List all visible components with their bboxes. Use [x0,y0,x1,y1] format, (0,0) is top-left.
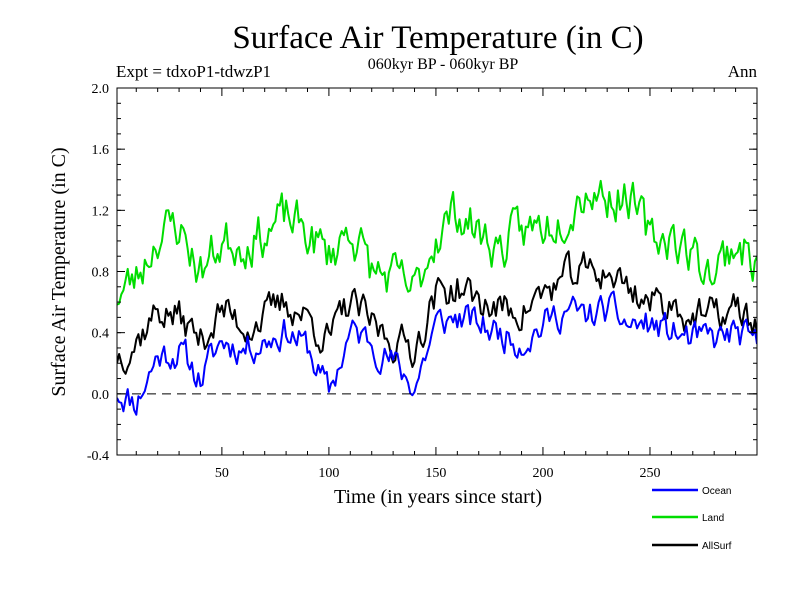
y-tick-label: 0.0 [92,388,110,403]
period-label: Ann [728,62,758,81]
series-line-land [117,179,757,306]
series-line-allsurf [117,250,757,375]
legend: Ocean Land AllSurf [652,486,732,552]
legend-label-ocean: Ocean [702,486,731,497]
y-tick-label: 1.6 [92,143,110,158]
x-tick-label: 50 [215,466,229,481]
y-tick-label: 0.8 [92,266,110,281]
experiment-label: Expt = tdxoP1-tdwzP1 [116,62,271,81]
y-axis: -0.4 0.0 0.4 0.8 1.2 1.6 2.0 [87,82,757,464]
y-tick-label: 0.4 [92,327,110,342]
y-axis-label: Surface Air Temperature (in C) [48,147,70,396]
plot-frame [116,87,758,456]
x-tick-label: 200 [532,466,553,481]
x-tick-label: 250 [639,466,660,481]
legend-label-land: Land [702,513,724,524]
x-axis-label: Time (in years since start) [334,486,542,508]
y-tick-label: 2.0 [92,82,110,97]
x-axis: 50 100 150 200 250 [135,88,758,481]
chart-subtitle: 060kyr BP - 060kyr BP [368,56,519,73]
series-line-ocean [117,290,757,416]
chart-title: Surface Air Temperature (in C) [232,20,643,56]
series-group [117,179,757,416]
x-tick-label: 150 [425,466,446,481]
y-tick-label: 1.2 [92,204,110,219]
y-tick-label: -0.4 [87,449,109,464]
legend-label-allsurf: AllSurf [702,541,732,552]
x-tick-label: 100 [318,466,339,481]
